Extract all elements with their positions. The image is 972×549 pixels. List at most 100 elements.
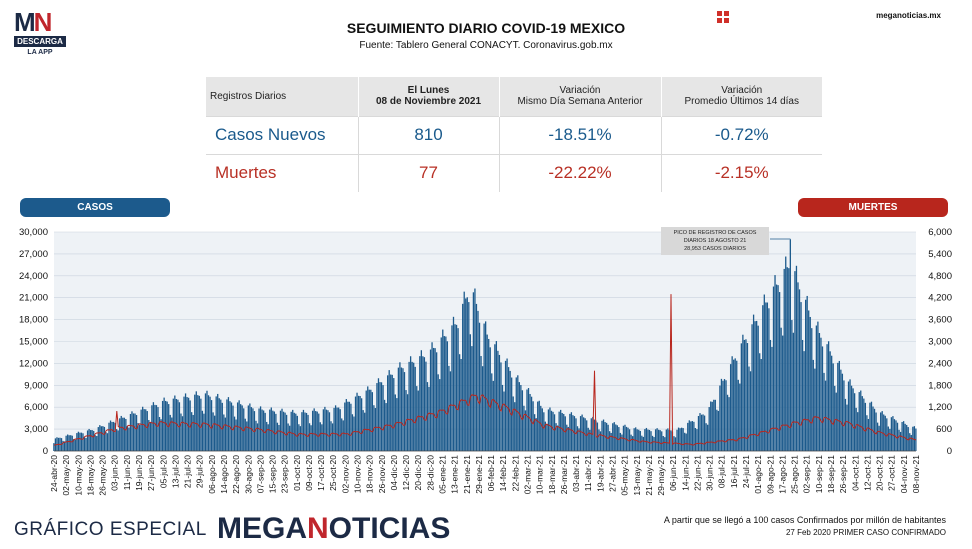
case-bar [844,398,847,451]
case-bar [549,407,551,451]
case-bar [334,405,337,451]
case-bar [751,324,753,451]
case-bar [821,346,824,451]
y-left-tick-label: 0 [43,446,48,457]
case-bar [630,434,632,451]
case-bar [302,409,305,451]
case-bar [610,432,612,451]
case-bar [80,432,83,451]
case-bar [279,410,282,451]
case-bar [635,427,637,451]
case-bar [348,401,351,451]
x-tick-label: 18-mar-21 [547,455,557,494]
case-bar [123,417,125,451]
case-bar [713,399,715,451]
y-left-tick-label: 3,000 [24,424,48,435]
case-bar [466,297,468,451]
case-bar [500,362,502,451]
case-bar [111,421,113,451]
x-tick-label: 08-jul-21 [717,455,727,488]
case-bar [893,419,896,451]
case-bar [215,396,217,451]
case-bar [181,416,184,451]
case-bar [887,426,889,451]
case-bar [818,332,821,451]
case-bar [529,393,531,451]
case-bar [875,412,877,451]
case-bar [820,337,822,451]
case-bar [168,404,170,451]
x-tick-label: 10-sep-21 [814,455,824,494]
case-bar [579,416,582,451]
case-bar [840,369,842,451]
x-tick-label: 26-nov-20 [377,455,387,494]
case-bar [295,413,297,451]
case-bar [140,409,142,451]
case-bar [624,424,626,451]
case-bar [354,396,357,451]
case-bar [180,413,182,451]
case-bar [319,422,321,451]
x-tick-label: 19-abr-21 [595,455,605,492]
case-bar [593,419,596,451]
case-bar [431,342,433,451]
case-bar [791,320,793,451]
case-bar [85,438,87,451]
case-bar [311,410,314,451]
case-bar [857,412,859,451]
x-tick-label: 04-nov-21 [899,455,909,494]
case-bar [631,436,634,451]
case-bar [299,426,302,451]
case-bar [112,421,115,451]
case-bar [198,395,200,451]
case-bar [705,423,707,451]
case-bar [489,347,491,451]
case-bar [846,404,848,451]
case-bar [370,389,372,451]
case-bar [207,395,210,451]
case-bar [356,392,358,451]
case-bar [99,425,101,451]
x-tick-label: 02-may-20 [61,455,71,496]
case-bar [829,351,831,451]
case-bar [89,430,92,451]
case-bar [576,426,579,451]
x-tick-label: 17-ago-21 [778,455,788,494]
case-bar [201,410,204,451]
case-bar [726,394,729,451]
site-link[interactable]: meganoticias.mx [876,11,941,20]
y-left-tick-label: 24,000 [19,271,48,282]
y-right-tick-label: 600 [936,424,952,435]
y-right-tick-label: 3,600 [928,315,952,326]
case-bar [834,385,836,451]
case-bar [910,434,912,451]
case-bar [449,371,452,451]
y-right-tick-label: 1,200 [928,402,952,413]
case-bar [794,271,796,451]
case-bar [114,422,116,451]
case-bar [71,435,73,451]
case-bar [847,381,850,451]
case-bar [73,439,75,451]
x-tick-label: 22-jun-21 [693,455,703,491]
case-bar [535,418,537,451]
case-bar [719,385,721,451]
case-bar [325,409,328,451]
x-tick-label: 19-jun-20 [134,455,144,491]
case-bar [667,428,669,451]
case-bar [648,429,651,451]
case-bar [457,328,459,451]
logo-download-band: DESCARGA [14,36,66,47]
x-tick-label: 03-jun-20 [110,455,120,491]
case-bar [390,374,392,451]
case-bar [281,408,283,451]
row-label: Muertes [206,153,359,192]
case-bar [478,322,481,451]
case-bar [693,421,695,451]
case-bar [436,352,438,451]
case-bar [598,429,600,451]
case-bar [252,408,254,451]
case-bar [282,411,285,451]
y-left-tick-label: 15,000 [19,337,48,348]
header-var-week: Variación Mismo Día Semana Anterior [499,77,662,116]
